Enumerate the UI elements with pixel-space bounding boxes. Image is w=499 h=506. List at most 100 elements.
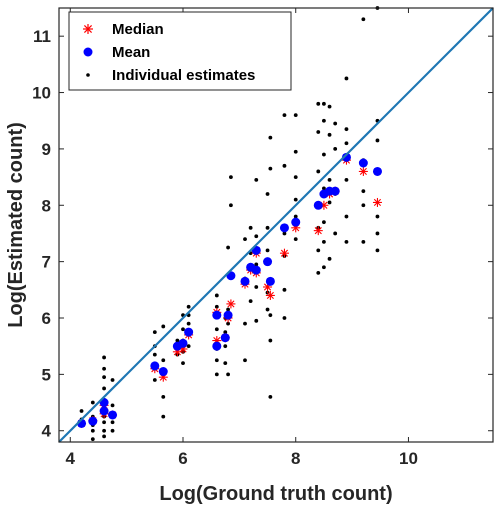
individual-estimate-point (223, 344, 228, 349)
individual-estimate-point (248, 225, 253, 230)
individual-estimate-point (265, 192, 270, 196)
individual-estimate-point (254, 318, 259, 323)
y-tick-label: 8 (42, 196, 51, 215)
individual-estimate-point (110, 403, 115, 408)
individual-estimate-point (265, 248, 270, 253)
x-tick-label: 10 (399, 449, 418, 468)
individual-estimate-point (243, 321, 247, 326)
individual-estimate-point (361, 203, 366, 208)
x-axis-label: Log(Ground truth count) (159, 483, 392, 505)
mean-point (108, 410, 118, 420)
individual-estimate-point (161, 358, 166, 363)
individual-estimate-point (361, 240, 366, 244)
individual-estimate-point (344, 141, 349, 146)
individual-estimate-point (322, 118, 326, 123)
individual-estimate-point (282, 163, 287, 168)
mean-point (341, 152, 351, 162)
individual-estimate-point (254, 178, 259, 182)
y-tick-label: 7 (42, 253, 51, 272)
x-tick-label: 8 (291, 449, 300, 468)
individual-estimate-point (102, 375, 106, 380)
individual-estimate-point (229, 203, 233, 208)
individual-estimate-point (333, 231, 338, 236)
y-tick-label: 9 (42, 140, 51, 159)
individual-estimate-point (322, 186, 326, 191)
mean-point (313, 200, 323, 210)
individual-estimate-point (327, 104, 332, 109)
individual-estimate-point (322, 265, 326, 270)
individual-estimate-point (214, 372, 219, 377)
individual-estimate-point (316, 248, 321, 253)
y-tick-label: 4 (42, 422, 52, 441)
individual-estimate-point (186, 304, 191, 309)
individual-estimate-point (375, 231, 380, 236)
individual-estimate-point (248, 299, 253, 303)
individual-estimate-point (186, 344, 191, 349)
individual-estimate-point (161, 395, 166, 399)
individual-estimate-point (268, 395, 273, 399)
individual-estimate-point (223, 361, 228, 365)
individual-estimate-point (316, 130, 321, 134)
mean-point (358, 158, 368, 168)
individual-estimate-point (344, 127, 349, 132)
median-point (313, 226, 323, 236)
individual-estimate-point (327, 132, 332, 137)
legend-item-individual: Individual estimates (86, 67, 255, 84)
individual-estimate-point (152, 378, 157, 382)
mean-point (212, 341, 222, 351)
individual-estimate-point (102, 366, 106, 371)
individual-estimate-point (344, 214, 349, 219)
individual-estimate-point (102, 355, 106, 360)
individual-estimate-point (186, 321, 191, 326)
individual-estimate-point (268, 338, 273, 343)
mean-point (220, 333, 230, 343)
legend-label-mean: Mean (112, 44, 150, 61)
individual-estimate-point (254, 262, 259, 267)
median-point (358, 166, 368, 176)
individual-estimate-point (254, 234, 259, 239)
individual-estimate-point (316, 169, 321, 174)
individual-estimate-point (268, 135, 273, 140)
individual-estimate-point (282, 231, 287, 236)
individual-estimate-point (282, 287, 287, 292)
x-tick-label: 4 (66, 449, 76, 468)
individual-estimate-point (226, 307, 230, 312)
individual-estimate-point (90, 400, 95, 405)
individual-estimate-point (293, 149, 298, 154)
individual-estimate-point (316, 271, 321, 275)
individual-estimate-point (90, 437, 95, 442)
legend-individual-marker (86, 73, 90, 77)
individual-estimate-point (333, 147, 338, 151)
mean-point (158, 367, 168, 377)
individual-estimate-point (226, 372, 230, 377)
individual-estimate-point (110, 420, 115, 425)
mean-point (88, 416, 98, 426)
y-tick-label: 6 (42, 309, 51, 328)
legend-item-mean: Mean (83, 44, 150, 61)
individual-estimate-point (333, 121, 338, 126)
mean-point (240, 276, 250, 286)
individual-estimate-point (181, 327, 185, 332)
individual-estimate-point (265, 225, 270, 230)
individual-estimate-point (293, 175, 298, 179)
mean-point (251, 265, 261, 275)
individual-estimate-point (102, 434, 106, 439)
axis-ticks: 4 6 8 10 4 5 6 7 8 9 10 11 (32, 8, 493, 468)
mean-series (77, 152, 382, 428)
individual-estimate-point (282, 316, 287, 320)
mean-point (265, 276, 275, 286)
axes-box (58, 7, 494, 443)
plot-area (58, 6, 494, 443)
individual-estimate-point (293, 214, 298, 219)
median-point (372, 197, 382, 207)
individual-estimate-point (254, 285, 259, 289)
individual-estimate-point (361, 189, 366, 194)
individual-estimate-point (375, 248, 380, 253)
individual-estimate-point (102, 428, 106, 433)
individual-estimate-point (229, 175, 233, 179)
individual-estimate-point (268, 313, 273, 318)
individual-estimate-point (90, 428, 95, 433)
mean-point (212, 310, 222, 320)
individual-estimate-point (293, 237, 298, 241)
